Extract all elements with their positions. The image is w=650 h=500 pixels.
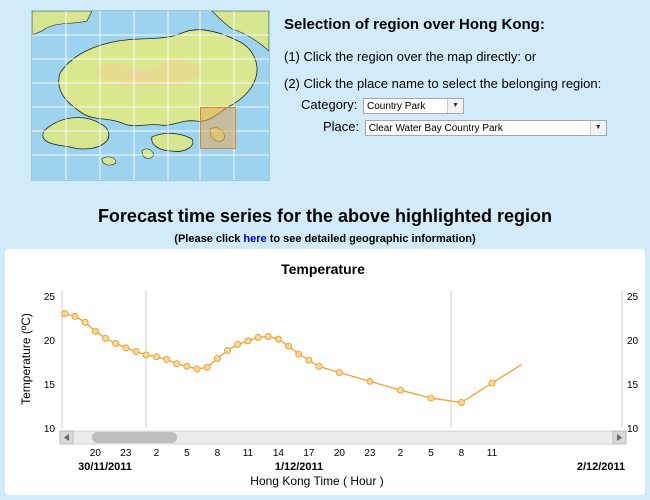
data-point[interactable]: [203, 363, 211, 371]
category-row: Category: Country Park ▼: [301, 97, 464, 114]
data-point[interactable]: [183, 362, 191, 370]
data-point[interactable]: [122, 344, 130, 352]
x-tick-label: 17: [303, 448, 315, 459]
data-point[interactable]: [81, 318, 89, 326]
lantau-island: [42, 117, 110, 150]
note-prefix: (Please click: [174, 233, 244, 245]
x-tick-label: 23: [364, 448, 376, 459]
x-tick-label: 8: [459, 448, 465, 459]
data-point[interactable]: [315, 362, 323, 370]
data-point[interactable]: [274, 335, 282, 343]
data-point[interactable]: [61, 310, 69, 318]
data-point[interactable]: [142, 351, 150, 359]
step-2-text: (2) Click the place name to select the b…: [284, 76, 602, 91]
x-tick-label: 8: [215, 448, 221, 459]
category-select-value: Country Park: [367, 100, 426, 112]
x-tick-label: 11: [487, 448, 498, 459]
x-tick-label: 11: [243, 448, 254, 459]
y-tick-right: 10: [627, 424, 639, 435]
forecast-title: Forecast time series for the above highl…: [97, 206, 553, 226]
x-tick-label: 2: [398, 448, 404, 459]
date-label-1: 30/11/2011: [78, 461, 132, 473]
data-point[interactable]: [305, 356, 313, 364]
place-select[interactable]: Clear Water Bay Country Park ▼: [364, 119, 607, 136]
here-link[interactable]: here: [243, 233, 267, 245]
data-point[interactable]: [91, 327, 99, 335]
data-point[interactable]: [427, 394, 435, 402]
x-tick-label: 5: [428, 448, 434, 459]
y-tick-right: 15: [627, 380, 639, 391]
region-map[interactable]: [31, 10, 270, 181]
data-point[interactable]: [193, 365, 201, 373]
chevron-left-icon: [64, 434, 69, 441]
data-point[interactable]: [366, 377, 374, 385]
y-tick-left: 10: [44, 424, 56, 435]
x-axis-label: Hong Kong Time ( Hour ): [250, 474, 383, 488]
category-select[interactable]: Country Park ▼: [363, 97, 464, 114]
x-tick-label: 14: [273, 448, 285, 459]
data-point[interactable]: [152, 353, 160, 361]
data-point[interactable]: [244, 337, 252, 345]
data-point[interactable]: [213, 354, 221, 362]
date-label-2: 1/12/2011: [275, 461, 323, 473]
temperature-series-line: [64, 312, 522, 404]
chart-title: Temperature: [281, 261, 365, 277]
data-point[interactable]: [132, 347, 140, 355]
data-point[interactable]: [254, 333, 262, 341]
chevron-right-icon: [617, 434, 622, 441]
x-tick-label: 23: [120, 448, 132, 459]
chevron-down-icon[interactable]: ▼: [447, 98, 463, 113]
y-tick-right: 20: [627, 336, 639, 347]
y-tick-left: 25: [44, 292, 56, 303]
hk-island: [151, 133, 194, 152]
category-label: Category:: [301, 97, 358, 112]
data-point[interactable]: [396, 386, 404, 394]
highlighted-region[interactable]: [200, 107, 236, 149]
data-point[interactable]: [488, 379, 496, 387]
region-selection-panel: Selection of region over Hong Kong: (1) …: [284, 16, 644, 103]
data-point[interactable]: [173, 360, 181, 368]
place-select-value: Clear Water Bay Country Park: [368, 122, 503, 134]
y-tick-left: 20: [44, 336, 56, 347]
map-graphic: [32, 11, 269, 180]
step-1-text: (1) Click the region over the map direct…: [284, 49, 537, 64]
data-point[interactable]: [264, 332, 272, 340]
scrollbar-thumb[interactable]: [92, 432, 177, 443]
data-point[interactable]: [285, 342, 293, 350]
x-tick-label: 20: [90, 448, 102, 459]
data-point[interactable]: [335, 369, 343, 377]
chevron-down-icon[interactable]: ▼: [589, 120, 606, 135]
place-row: Place: Clear Water Bay Country Park ▼: [323, 119, 607, 136]
place-label: Place:: [323, 119, 360, 134]
data-point[interactable]: [102, 334, 110, 342]
y-tick-right: 25: [627, 292, 639, 303]
data-point[interactable]: [71, 312, 79, 320]
selection-title: Selection of region over Hong Kong:: [284, 16, 545, 33]
forecast-note: (Please click here to see detailed geogr…: [0, 233, 650, 245]
data-point[interactable]: [457, 398, 465, 406]
data-point[interactable]: [295, 350, 303, 358]
date-label-3: 2/12/2011: [577, 461, 625, 473]
x-tick-label: 5: [184, 448, 190, 459]
y-axis-label: Temperature (ºC): [19, 313, 33, 405]
y-tick-left: 15: [44, 380, 56, 391]
x-tick-label: 20: [334, 448, 346, 459]
chart-panel: Temperature 10 15 20 25 10 15 20 25 Temperatur…: [5, 249, 645, 495]
data-point[interactable]: [163, 355, 171, 363]
data-point[interactable]: [224, 347, 232, 355]
data-point[interactable]: [234, 340, 242, 348]
x-tick-label: 2: [154, 448, 160, 459]
note-suffix: to see detailed geographic information): [266, 233, 476, 245]
data-point[interactable]: [112, 340, 120, 348]
